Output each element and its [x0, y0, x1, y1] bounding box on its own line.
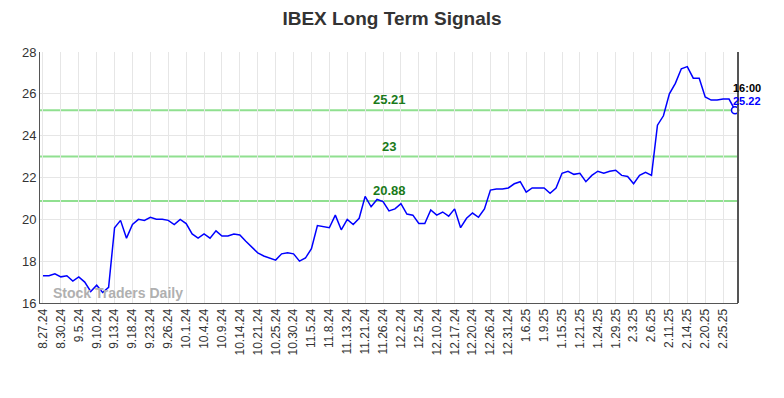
svg-text:9.26.24: 9.26.24: [161, 308, 175, 348]
svg-text:2.14.25: 2.14.25: [680, 308, 694, 348]
svg-text:8.27.24: 8.27.24: [36, 308, 50, 348]
svg-text:1.21.25: 1.21.25: [573, 308, 587, 348]
svg-text:10.25.24: 10.25.24: [269, 308, 283, 355]
svg-text:11.21.24: 11.21.24: [358, 308, 372, 354]
svg-text:2.25.25: 2.25.25: [716, 308, 730, 348]
svg-text:18: 18: [22, 254, 36, 269]
svg-text:12.5.24: 12.5.24: [412, 308, 426, 348]
svg-text:11.5.24: 11.5.24: [304, 308, 318, 347]
svg-text:23: 23: [382, 139, 396, 154]
svg-text:10.21.24: 10.21.24: [251, 308, 265, 355]
svg-text:12.2.24: 12.2.24: [394, 308, 408, 348]
svg-text:28: 28: [22, 45, 36, 60]
svg-text:10.14.24: 10.14.24: [233, 308, 247, 355]
svg-text:26: 26: [22, 86, 36, 101]
svg-text:2.20.25: 2.20.25: [698, 308, 712, 348]
svg-text:11.26.24: 11.26.24: [376, 308, 390, 354]
svg-text:1.15.25: 1.15.25: [555, 308, 569, 348]
svg-text:10.4.24: 10.4.24: [197, 308, 211, 348]
svg-text:22: 22: [22, 170, 36, 185]
svg-text:12.17.24: 12.17.24: [448, 308, 462, 355]
svg-text:2.6.25: 2.6.25: [644, 308, 658, 342]
svg-text:10.30.24: 10.30.24: [286, 308, 300, 355]
svg-text:11.8.24: 11.8.24: [322, 308, 336, 347]
svg-text:12.20.24: 12.20.24: [465, 308, 479, 355]
svg-text:9.18.24: 9.18.24: [125, 308, 139, 348]
svg-text:IBEX Long Term Signals: IBEX Long Term Signals: [282, 8, 501, 29]
svg-text:9.10.24: 9.10.24: [90, 308, 104, 348]
svg-text:9.5.24: 9.5.24: [72, 308, 86, 342]
svg-text:20: 20: [22, 212, 36, 227]
svg-text:20.88: 20.88: [373, 183, 406, 198]
svg-text:12.10.24: 12.10.24: [430, 308, 444, 355]
svg-text:Stock Traders Daily: Stock Traders Daily: [53, 285, 183, 301]
svg-text:9.23.24: 9.23.24: [143, 308, 157, 348]
svg-text:11.13.24: 11.13.24: [340, 308, 354, 354]
svg-text:10.1.24: 10.1.24: [179, 308, 193, 348]
svg-text:8.30.24: 8.30.24: [54, 308, 68, 348]
svg-text:2.3.25: 2.3.25: [627, 308, 641, 342]
svg-text:9.13.24: 9.13.24: [107, 308, 121, 348]
svg-text:16: 16: [22, 296, 36, 311]
svg-text:2.11.25: 2.11.25: [662, 308, 676, 347]
svg-text:16:00: 16:00: [733, 82, 761, 94]
svg-text:24: 24: [22, 128, 36, 143]
svg-text:1.6.25: 1.6.25: [519, 308, 533, 342]
svg-text:1.29.25: 1.29.25: [609, 308, 623, 348]
svg-text:12.31.24: 12.31.24: [501, 308, 515, 355]
svg-text:10.9.24: 10.9.24: [215, 308, 229, 348]
svg-text:25.21: 25.21: [373, 92, 406, 107]
svg-text:1.9.25: 1.9.25: [537, 308, 551, 342]
svg-text:25.22: 25.22: [733, 95, 761, 107]
svg-text:1.24.25: 1.24.25: [591, 308, 605, 348]
svg-text:12.26.24: 12.26.24: [483, 308, 497, 355]
